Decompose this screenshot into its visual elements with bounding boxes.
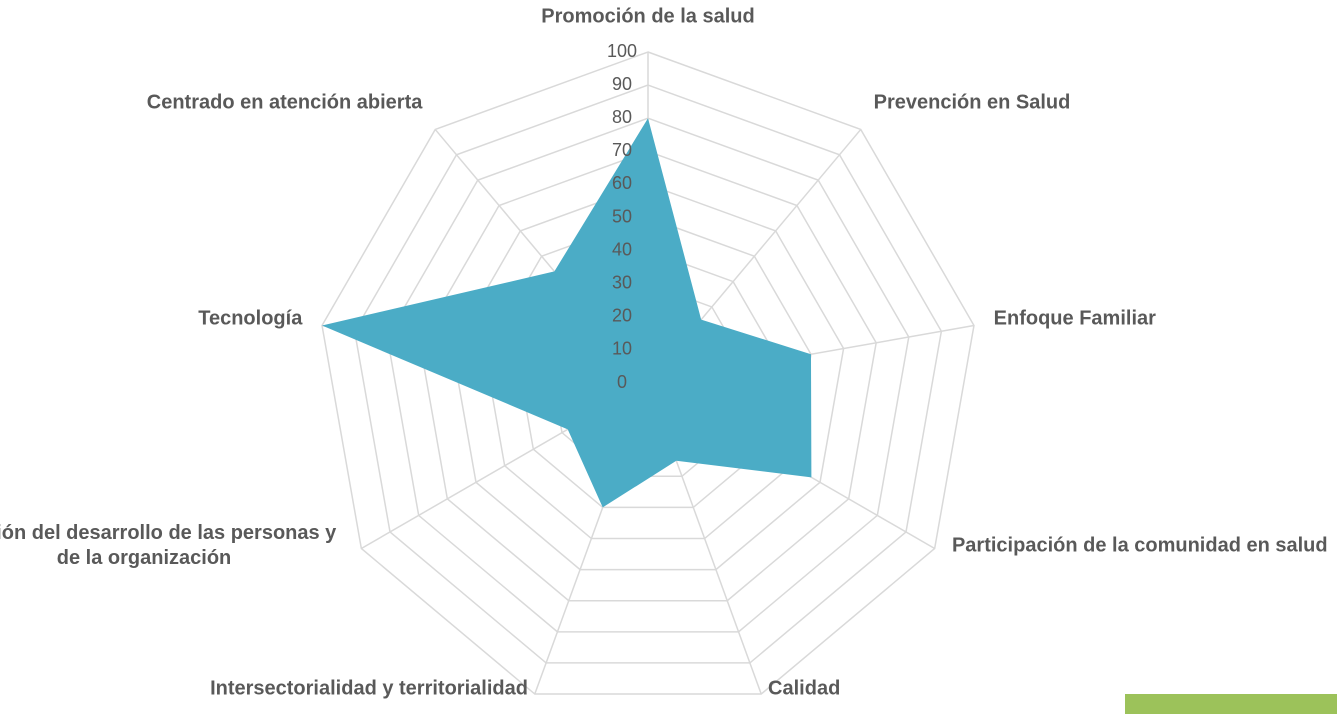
y-tick-label: 70: [612, 140, 632, 160]
category-label: Calidad: [768, 677, 841, 700]
category-label: Gestión del desarrollo de las personas y…: [0, 522, 337, 569]
y-tick-label: 40: [612, 239, 632, 259]
y-tick-label: 0: [617, 372, 627, 392]
y-tick-label: 30: [612, 272, 632, 292]
category-label: Participación de la comunidad en salud: [951, 534, 1328, 557]
y-tick-label: 60: [612, 173, 632, 193]
grid-line: [353, 84, 943, 664]
y-tick-label: 10: [612, 339, 632, 359]
category-label: Tecnología: [198, 307, 303, 330]
category-label: Promoción de la salud: [541, 5, 755, 28]
y-tick-label: 90: [612, 74, 632, 94]
y-tick-label: 50: [612, 206, 632, 226]
grid-line: [419, 150, 877, 602]
radar-area: [322, 118, 812, 508]
grid-line: [321, 51, 975, 695]
y-tick-label: 100: [607, 41, 637, 61]
grid-line: [386, 117, 910, 633]
category-label: Intersectorialidad y territorialidad: [210, 677, 528, 700]
decor-image: [1125, 694, 1337, 714]
y-tick-label: 80: [612, 107, 632, 127]
category-label: Centrado en atención abierta: [146, 91, 423, 114]
category-label: Prevención en Salud: [873, 91, 1071, 114]
y-tick-label: 20: [612, 306, 632, 326]
category-label: Enfoque Familiar: [993, 307, 1156, 330]
